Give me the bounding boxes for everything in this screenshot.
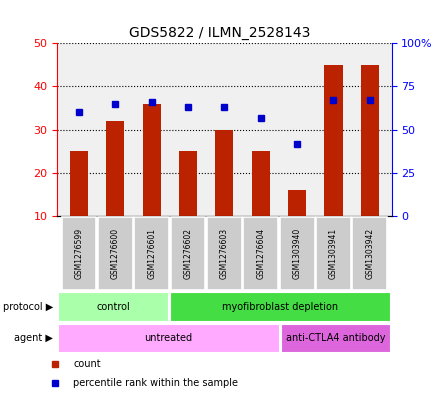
Text: GSM1303941: GSM1303941 (329, 228, 338, 279)
FancyBboxPatch shape (59, 324, 279, 352)
Text: untreated: untreated (145, 333, 193, 343)
FancyBboxPatch shape (62, 217, 96, 290)
Text: GSM1276603: GSM1276603 (220, 228, 229, 279)
Text: GSM1276599: GSM1276599 (74, 228, 84, 279)
Text: percentile rank within the sample: percentile rank within the sample (73, 378, 238, 388)
Text: GSM1276601: GSM1276601 (147, 228, 156, 279)
FancyBboxPatch shape (134, 217, 169, 290)
Bar (361, 65, 379, 216)
Text: agent ▶: agent ▶ (14, 333, 53, 343)
Text: GSM1303940: GSM1303940 (293, 228, 301, 279)
Text: GSM1276600: GSM1276600 (111, 228, 120, 279)
Text: protocol ▶: protocol ▶ (3, 301, 53, 312)
FancyBboxPatch shape (98, 217, 133, 290)
Bar (252, 151, 270, 216)
Bar (215, 130, 234, 216)
Text: count: count (73, 358, 101, 369)
Bar (324, 65, 342, 216)
Bar (70, 151, 88, 216)
Text: anti-CTLA4 antibody: anti-CTLA4 antibody (286, 333, 385, 343)
FancyBboxPatch shape (316, 217, 351, 290)
FancyBboxPatch shape (170, 292, 390, 321)
Bar (106, 121, 125, 216)
FancyBboxPatch shape (171, 217, 205, 290)
FancyBboxPatch shape (352, 217, 387, 290)
Text: myofibroblast depletion: myofibroblast depletion (222, 301, 338, 312)
Bar (179, 151, 197, 216)
FancyBboxPatch shape (207, 217, 242, 290)
Text: GSM1276602: GSM1276602 (183, 228, 193, 279)
Text: GDS5822 / ILMN_2528143: GDS5822 / ILMN_2528143 (129, 26, 311, 40)
FancyBboxPatch shape (59, 292, 168, 321)
Bar (288, 190, 306, 216)
FancyBboxPatch shape (280, 217, 315, 290)
FancyBboxPatch shape (243, 217, 278, 290)
Text: control: control (96, 301, 130, 312)
Text: GSM1303942: GSM1303942 (365, 228, 374, 279)
FancyBboxPatch shape (281, 324, 390, 352)
Text: GSM1276604: GSM1276604 (256, 228, 265, 279)
Bar (143, 104, 161, 216)
